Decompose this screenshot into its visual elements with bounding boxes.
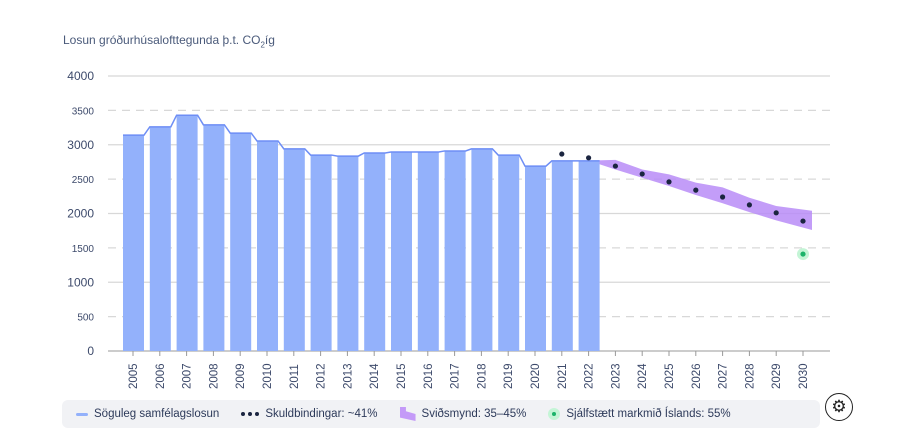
legend-item-commitments[interactable]: Skuldbindingar: ~41% bbox=[241, 408, 378, 420]
legend: Söguleg samfélagslosun Skuldbindingar: ~… bbox=[62, 400, 820, 428]
line-swatch-icon bbox=[76, 412, 88, 416]
bar-2005 bbox=[123, 135, 144, 351]
x-tick-label: 2028 bbox=[744, 363, 756, 389]
bar-2010 bbox=[257, 140, 278, 351]
commitment-point-2027 bbox=[720, 194, 726, 200]
bar-2007 bbox=[176, 115, 198, 351]
bar-2008 bbox=[203, 124, 225, 351]
bar-2022 bbox=[578, 160, 600, 351]
scenario-band bbox=[588, 159, 812, 230]
bar-2021 bbox=[551, 160, 573, 351]
bar-2012 bbox=[310, 155, 332, 351]
x-tick-label: 2029 bbox=[771, 363, 783, 389]
x-tick-label: 2011 bbox=[289, 364, 301, 389]
x-tick-label: 2020 bbox=[530, 363, 542, 389]
commitment-point-2028 bbox=[746, 202, 753, 208]
bar-2013 bbox=[337, 156, 359, 351]
legend-label: Söguleg samfélagslosun bbox=[94, 408, 220, 420]
chart: 0 500 1000 1500 2000 2500 3000 3500 4000 2005 2006… bbox=[67, 69, 830, 389]
x-tick-label: 2019 bbox=[503, 363, 515, 389]
x-tick-label: 2024 bbox=[637, 363, 649, 389]
x-tick-label: 2013 bbox=[342, 363, 354, 389]
commitment-point-2026 bbox=[693, 187, 699, 193]
bar-2020 bbox=[525, 166, 546, 351]
bar-2015 bbox=[391, 151, 412, 351]
chart-title: Losun gróðurhúsalofttegunda þ.t. CO2íg bbox=[63, 33, 275, 50]
x-tick-label: 2023 bbox=[610, 363, 622, 389]
y-tick-label: 2000 bbox=[67, 207, 94, 221]
x-tick-label: 2010 bbox=[262, 363, 274, 389]
gear-icon[interactable]: ⚙ bbox=[825, 393, 853, 421]
y-tick-label: 500 bbox=[77, 313, 94, 324]
x-tick-label: 2022 bbox=[584, 363, 596, 389]
bar-2018 bbox=[471, 148, 493, 351]
x-tick-label: 2015 bbox=[396, 363, 408, 389]
commitment-point-2024 bbox=[639, 171, 645, 177]
bar-2014 bbox=[364, 153, 386, 351]
commitment-point-2029 bbox=[773, 210, 779, 216]
x-tick-label: 2008 bbox=[208, 363, 220, 389]
x-tick-label: 2017 bbox=[450, 363, 462, 389]
x-tick-label: 2012 bbox=[316, 363, 328, 389]
commitment-point-2030 bbox=[800, 218, 806, 224]
y-tick-label: 3000 bbox=[67, 138, 94, 152]
target-point-2030 bbox=[800, 251, 806, 257]
x-tick-label: 2026 bbox=[691, 363, 703, 389]
commitment-point-2021 bbox=[559, 151, 565, 157]
commitment-point-2022 bbox=[586, 155, 592, 161]
legend-item-historical[interactable]: Söguleg samfélagslosun bbox=[76, 408, 219, 420]
dots-swatch-icon bbox=[241, 412, 260, 416]
x-tick-label: 2009 bbox=[235, 363, 247, 389]
y-tick-label: 1000 bbox=[67, 275, 94, 289]
historical-line bbox=[123, 114, 600, 167]
y-tick-label: 3500 bbox=[72, 106, 95, 117]
target-dot-icon bbox=[548, 408, 561, 420]
legend-item-scenario[interactable]: Sviðsmynd: 35–45% bbox=[399, 407, 527, 421]
x-tick-label: 2030 bbox=[798, 363, 810, 389]
bar-2009 bbox=[230, 133, 252, 351]
bar-2019 bbox=[498, 155, 520, 351]
bar-2011 bbox=[283, 148, 305, 351]
y-tick-label: 2500 bbox=[72, 175, 95, 186]
x-tick-label: 2016 bbox=[423, 363, 435, 389]
y-tick-label: 4000 bbox=[67, 69, 94, 83]
legend-label: Sviðsmynd: 35–45% bbox=[421, 408, 527, 420]
x-tick-label: 2007 bbox=[182, 363, 194, 389]
x-tick-label: 2025 bbox=[664, 363, 676, 389]
legend-label: Skuldbindingar: ~41% bbox=[265, 408, 378, 420]
legend-item-target[interactable]: Sjálfstætt markmið Íslands: 55% bbox=[548, 408, 731, 420]
x-tick-label: 2006 bbox=[155, 363, 167, 389]
x-tick-label: 2027 bbox=[718, 363, 730, 389]
commitment-point-2025 bbox=[666, 179, 672, 185]
y-tick-label: 0 bbox=[87, 344, 94, 358]
x-tick-label: 2018 bbox=[476, 363, 488, 389]
bar-2017 bbox=[444, 150, 466, 351]
band-swatch-icon bbox=[399, 407, 416, 421]
x-tick-label: 2005 bbox=[128, 363, 140, 389]
y-tick-label: 1500 bbox=[72, 244, 95, 255]
legend-label: Sjálfstætt markmið Íslands: 55% bbox=[566, 408, 731, 420]
bar-2016 bbox=[417, 151, 439, 351]
commitment-point-2023 bbox=[612, 163, 619, 169]
x-tick-label: 2021 bbox=[557, 363, 569, 389]
bar-2006 bbox=[149, 126, 171, 351]
x-tick-label: 2014 bbox=[369, 363, 381, 389]
